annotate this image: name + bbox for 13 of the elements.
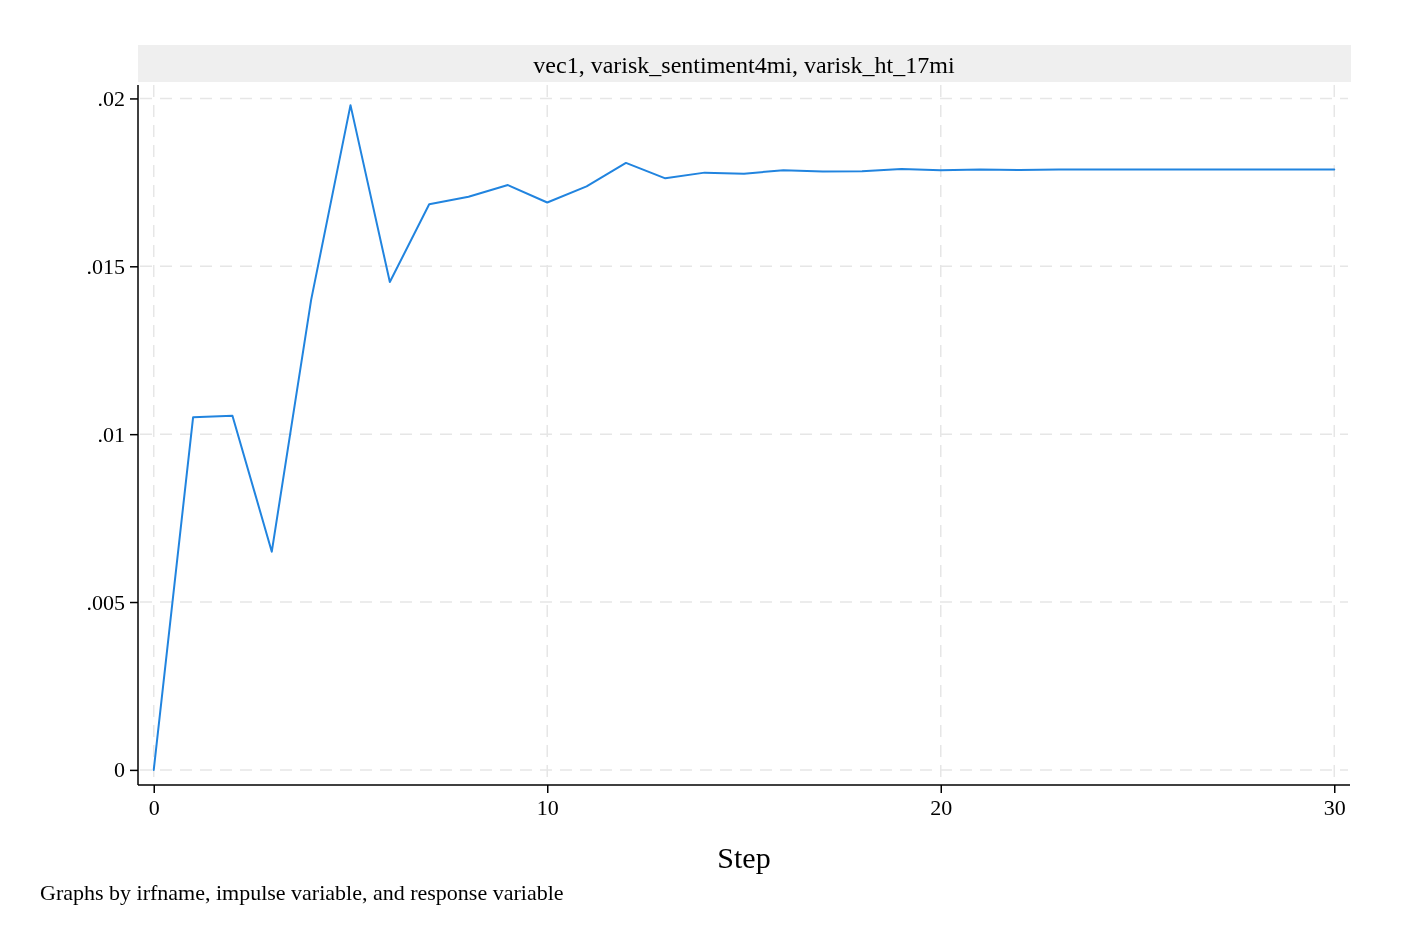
y-tick-label: 0 xyxy=(114,757,125,783)
x-tick-label: 10 xyxy=(536,794,559,820)
line-series xyxy=(152,104,1336,771)
y-tick-label: .005 xyxy=(86,589,125,615)
x-tick-label: 30 xyxy=(1323,794,1346,820)
y-tick-label: .015 xyxy=(86,253,125,279)
chart-title: vec1, varisk_sentiment4mi, varisk_ht_17mi xyxy=(533,52,955,78)
y-tick-label: .02 xyxy=(97,85,125,111)
text: Graphs by irfname, impulse variable, and response variable xyxy=(40,880,564,905)
x-axis-title: Step xyxy=(717,841,771,874)
x-tick-label: 0 xyxy=(148,794,160,820)
x-tick-label: 20 xyxy=(930,794,953,820)
y-tick-label: .01 xyxy=(97,421,125,447)
